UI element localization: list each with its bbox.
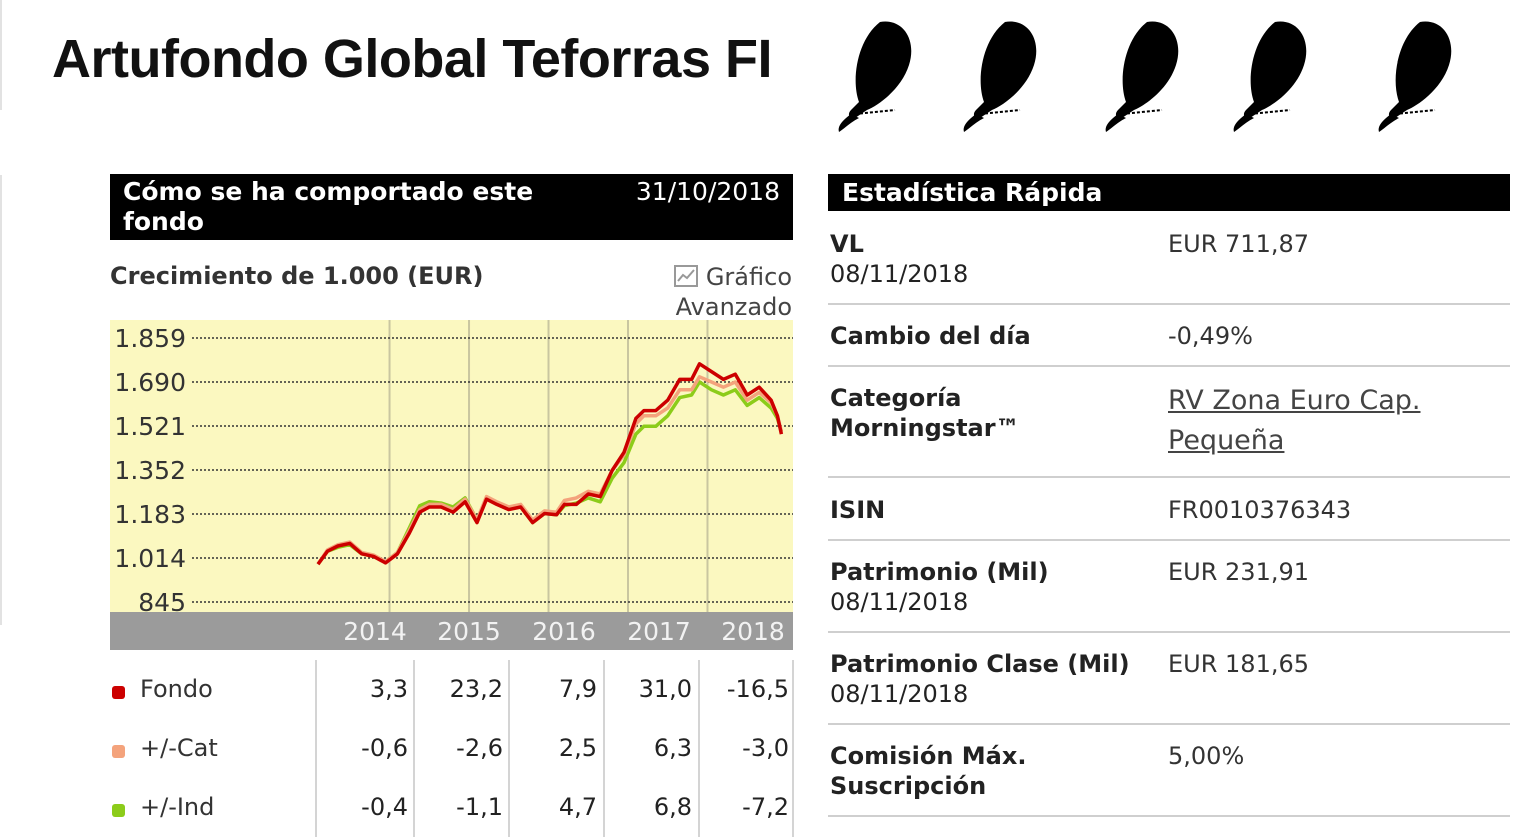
series-line bbox=[316, 362, 784, 566]
stat-value: EUR 231,91 bbox=[1168, 558, 1310, 586]
stat-value: EUR 711,87 bbox=[1168, 230, 1310, 258]
category-link-2[interactable]: Pequeña bbox=[1168, 425, 1285, 456]
legend-label: +/-Ind bbox=[140, 793, 215, 821]
y-tick-label: 1.352 bbox=[114, 456, 186, 485]
return-value: -1,1 bbox=[456, 793, 503, 821]
return-value: 6,3 bbox=[653, 734, 692, 762]
return-value: -0,4 bbox=[361, 793, 408, 821]
legend-label: +/-Cat bbox=[140, 734, 218, 762]
stat-label: Categoría Morningstar™ bbox=[830, 384, 1020, 442]
y-tick-label: 845 bbox=[138, 588, 186, 617]
divider bbox=[828, 539, 1510, 541]
quick-stats-header: Estadística Rápida bbox=[828, 174, 1510, 211]
divider bbox=[828, 303, 1510, 305]
growth-label: Crecimiento de 1.000 (EUR) bbox=[110, 262, 484, 290]
growth-chart: 1.859 1.690 1.521 1.352 1.183 1.014 845 2014 201… bbox=[110, 320, 793, 650]
stat-label: Comisión Máx. Suscripción bbox=[830, 742, 1027, 800]
divider bbox=[828, 723, 1510, 725]
legend-swatch bbox=[112, 686, 125, 699]
x-tick-label: 2015 bbox=[437, 617, 501, 646]
y-tick-label: 1.690 bbox=[114, 368, 186, 397]
performance-header-title: Cómo se ha comportado este fondo bbox=[123, 177, 534, 236]
return-value: -2,6 bbox=[456, 734, 503, 762]
x-tick-label: 2018 bbox=[721, 617, 785, 646]
return-value: 3,3 bbox=[369, 675, 408, 703]
return-value: 7,9 bbox=[558, 675, 597, 703]
advanced-chart-label-2[interactable]: Avanzado bbox=[675, 293, 792, 321]
column-divider bbox=[792, 660, 794, 837]
return-value: -3,0 bbox=[742, 734, 789, 762]
return-value: 4,7 bbox=[558, 793, 597, 821]
stat-value: FR0010376343 bbox=[1168, 496, 1352, 524]
stat-sublabel: 08/11/2018 bbox=[830, 680, 969, 708]
stat-value: 5,00% bbox=[1168, 742, 1245, 770]
legend-swatch bbox=[112, 804, 125, 817]
return-value: -16,5 bbox=[726, 675, 789, 703]
x-tick-label: 2017 bbox=[627, 617, 691, 646]
return-value: -0,6 bbox=[361, 734, 408, 762]
stat-label: ISIN bbox=[830, 496, 886, 524]
divider bbox=[828, 815, 1510, 817]
column-divider bbox=[508, 660, 510, 837]
x-axis-band bbox=[110, 612, 793, 650]
legend-label: Fondo bbox=[140, 675, 213, 703]
jamon-icon bbox=[963, 21, 1037, 132]
stat-label: Patrimonio (Mil) bbox=[830, 558, 1049, 586]
page-edge-rule bbox=[0, 0, 2, 110]
performance-header: Cómo se ha comportado este fondo 31/10/2… bbox=[110, 174, 793, 240]
y-tick-label: 1.859 bbox=[114, 324, 186, 353]
stat-value: EUR 181,65 bbox=[1168, 650, 1310, 678]
x-tick-label: 2014 bbox=[343, 617, 407, 646]
return-value: 31,0 bbox=[638, 675, 692, 703]
divider bbox=[828, 365, 1510, 367]
y-tick-label: 1.014 bbox=[114, 544, 186, 573]
return-value: -7,2 bbox=[742, 793, 789, 821]
fund-title: Artufondo Global Teforras FI bbox=[52, 29, 772, 89]
return-value: 6,8 bbox=[653, 793, 692, 821]
return-value: 2,5 bbox=[558, 734, 597, 762]
category-link[interactable]: RV Zona Euro Cap. bbox=[1168, 385, 1421, 416]
x-tick-label: 2016 bbox=[532, 617, 596, 646]
column-divider bbox=[603, 660, 605, 837]
legend-swatch bbox=[112, 745, 125, 758]
page-edge-rule bbox=[0, 175, 2, 625]
advanced-chart-label-1[interactable]: Gráfico bbox=[705, 263, 792, 291]
jamon-icon bbox=[1105, 21, 1179, 132]
column-divider bbox=[315, 660, 317, 837]
stat-label: Patrimonio Clase (Mil) bbox=[830, 650, 1130, 678]
stat-sublabel: 08/11/2018 bbox=[830, 588, 969, 616]
return-value: 23,2 bbox=[449, 675, 503, 703]
stat-sublabel: 08/11/2018 bbox=[830, 260, 969, 288]
divider bbox=[828, 631, 1510, 633]
rating-icons bbox=[820, 10, 1480, 150]
column-divider bbox=[413, 660, 415, 837]
advanced-chart-link[interactable]: Gráfico Avanzado bbox=[673, 262, 792, 322]
chart-icon bbox=[673, 265, 698, 287]
stat-value: -0,49% bbox=[1168, 322, 1253, 350]
stat-label: Cambio del día bbox=[830, 322, 1031, 350]
divider bbox=[828, 476, 1510, 478]
y-tick-label: 1.183 bbox=[114, 500, 186, 529]
plot-background bbox=[110, 320, 793, 612]
column-divider bbox=[698, 660, 700, 837]
y-tick-label: 1.521 bbox=[114, 412, 186, 441]
stat-label: VL bbox=[830, 230, 864, 258]
performance-date: 31/10/2018 bbox=[635, 177, 780, 206]
jamon-icon bbox=[838, 21, 912, 132]
jamon-icon bbox=[1233, 21, 1307, 132]
jamon-icon bbox=[1378, 21, 1452, 132]
